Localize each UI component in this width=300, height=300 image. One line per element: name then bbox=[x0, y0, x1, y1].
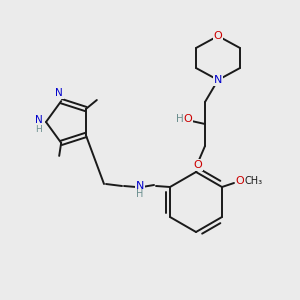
Text: CH₃: CH₃ bbox=[245, 176, 263, 186]
Text: O: O bbox=[194, 160, 202, 170]
Text: O: O bbox=[184, 114, 192, 124]
Text: H: H bbox=[136, 189, 144, 199]
Text: N: N bbox=[55, 88, 63, 98]
Text: H: H bbox=[176, 114, 184, 124]
Text: N: N bbox=[214, 75, 222, 85]
Text: N: N bbox=[136, 181, 144, 191]
Text: H: H bbox=[36, 125, 42, 134]
Text: O: O bbox=[236, 176, 244, 186]
Text: N: N bbox=[35, 115, 43, 125]
Text: O: O bbox=[214, 31, 222, 41]
